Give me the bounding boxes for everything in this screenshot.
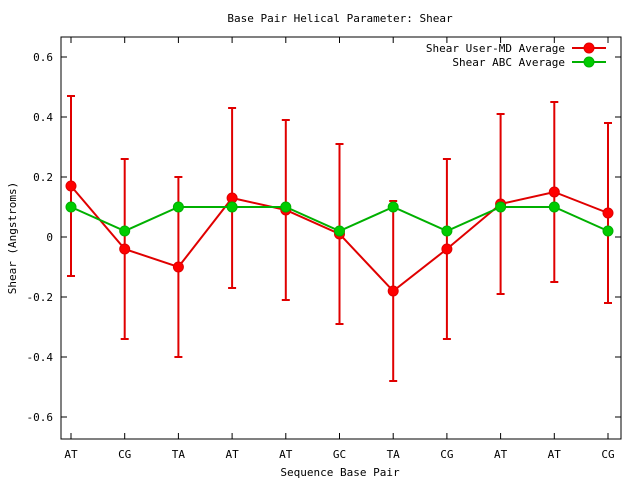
- series-point-1: [602, 207, 614, 219]
- x-tick-label: CG: [440, 448, 453, 461]
- series-point-2: [65, 201, 77, 213]
- series-point-1: [387, 285, 399, 297]
- series-point-1: [548, 186, 560, 198]
- series-point-2: [226, 201, 238, 213]
- y-tick-label: -0.6: [27, 411, 54, 424]
- y-tick-label: 0: [46, 231, 53, 244]
- series-point-2: [119, 225, 131, 237]
- legend-marker: [583, 56, 595, 68]
- legend-label: Shear ABC Average: [452, 56, 565, 69]
- x-axis-label: Sequence Base Pair: [280, 466, 400, 479]
- x-tick-label: AT: [279, 448, 293, 461]
- series-point-1: [172, 261, 184, 273]
- x-tick-label: AT: [64, 448, 78, 461]
- y-tick-label: 0.2: [33, 171, 53, 184]
- x-tick-label: AT: [548, 448, 562, 461]
- series-point-2: [602, 225, 614, 237]
- x-tick-label: TA: [387, 448, 401, 461]
- data-series: [65, 180, 614, 297]
- y-tick-label: -0.2: [27, 291, 54, 304]
- y-tick-label: 0.4: [33, 111, 53, 124]
- legend-label: Shear User-MD Average: [426, 42, 565, 55]
- plot-frame: [60, 36, 622, 440]
- series-point-1: [119, 243, 131, 255]
- series-point-2: [548, 201, 560, 213]
- x-tick-label: CG: [601, 448, 614, 461]
- series-point-2: [280, 201, 292, 213]
- y-tick-label: -0.4: [27, 351, 54, 364]
- y-tick-label: 0.6: [33, 51, 53, 64]
- series-point-2: [334, 225, 345, 237]
- series-point-2: [387, 201, 399, 213]
- x-tick-label: TA: [172, 448, 186, 461]
- series-point-2: [495, 201, 507, 213]
- series-point-1: [65, 180, 77, 192]
- series-point-1: [441, 243, 453, 255]
- axis-ticks: -0.6 -0.4 -0.2 0 0.2 0.4 0.6 AT CG TA AT AT GC TA CG AT…: [27, 37, 621, 461]
- y-axis-label: Shear (Angstroms): [6, 182, 19, 295]
- x-tick-label: GC: [333, 448, 346, 461]
- x-tick-label: CG: [118, 448, 131, 461]
- chart-title: Base Pair Helical Parameter: Shear: [227, 12, 453, 25]
- x-tick-label: AT: [494, 448, 508, 461]
- series-point-2: [441, 225, 453, 237]
- x-tick-label: AT: [225, 448, 239, 461]
- legend-marker: [583, 42, 595, 54]
- series-point-2: [172, 201, 184, 213]
